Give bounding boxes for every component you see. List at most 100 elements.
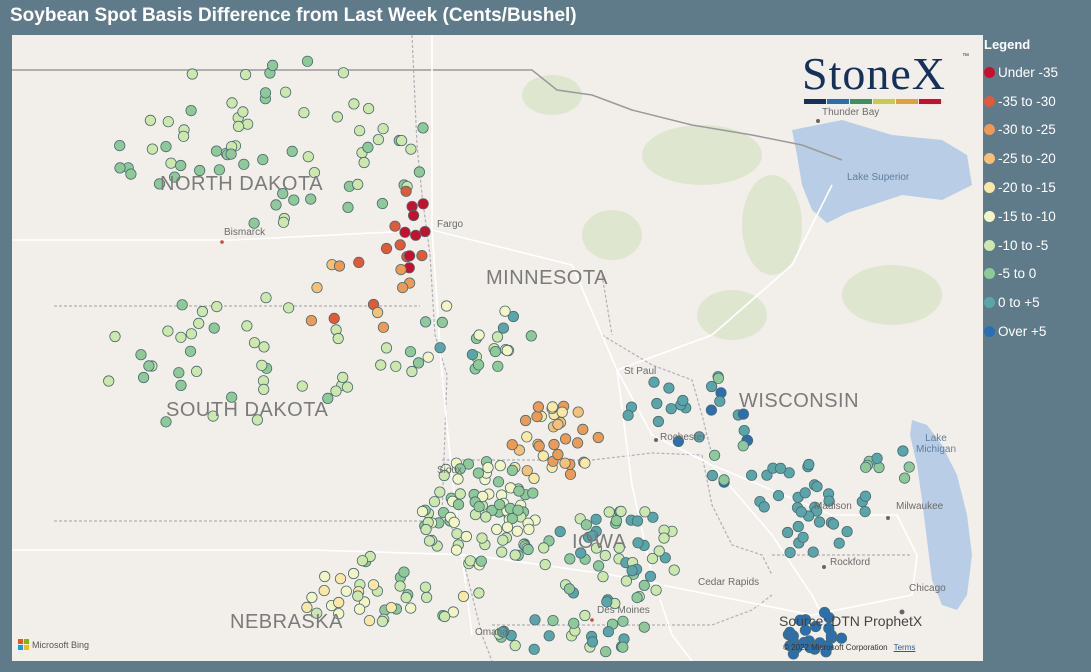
basis-point[interactable] (405, 602, 417, 614)
basis-point[interactable] (859, 490, 872, 502)
basis-point[interactable] (799, 624, 812, 636)
basis-point[interactable] (537, 450, 549, 462)
terms-link[interactable]: Terms (893, 643, 916, 652)
basis-point[interactable] (175, 379, 187, 391)
basis-point[interactable] (207, 410, 219, 422)
basis-point[interactable] (509, 549, 521, 561)
basis-point[interactable] (259, 87, 272, 99)
basis-point[interactable] (242, 118, 254, 130)
basis-point[interactable] (406, 365, 418, 378)
basis-point[interactable] (451, 528, 463, 540)
basis-point[interactable] (237, 106, 249, 118)
basis-point[interactable] (363, 614, 376, 627)
basis-point[interactable] (473, 501, 485, 513)
basis-point[interactable] (286, 145, 298, 158)
basis-point[interactable] (191, 365, 203, 377)
basis-point[interactable] (492, 476, 505, 488)
basis-point[interactable] (512, 504, 524, 516)
basis-point[interactable] (827, 518, 840, 530)
basis-point[interactable] (781, 526, 794, 539)
basis-point[interactable] (376, 615, 388, 628)
basis-point[interactable] (499, 305, 511, 317)
basis-point[interactable] (489, 345, 501, 358)
basis-point[interactable] (653, 545, 665, 557)
legend-item[interactable]: Under -35 (984, 58, 1089, 87)
basis-point[interactable] (436, 316, 448, 328)
basis-point[interactable] (631, 591, 643, 604)
basis-point[interactable] (423, 535, 436, 547)
basis-point[interactable] (718, 474, 730, 486)
basis-point[interactable] (434, 486, 446, 498)
basis-point[interactable] (213, 164, 225, 176)
basis-point[interactable] (556, 406, 568, 418)
basis-point[interactable] (811, 480, 823, 493)
basis-point[interactable] (160, 416, 172, 428)
basis-point[interactable] (419, 316, 432, 328)
basis-point[interactable] (169, 171, 181, 183)
basis-point[interactable] (859, 505, 871, 518)
basis-point[interactable] (615, 505, 627, 517)
basis-point[interactable] (475, 555, 487, 567)
basis-point[interactable] (491, 523, 503, 535)
basis-point[interactable] (143, 360, 155, 372)
basis-point[interactable] (240, 68, 252, 81)
basis-point[interactable] (590, 513, 602, 525)
basis-point[interactable] (860, 461, 872, 473)
basis-point[interactable] (165, 157, 177, 169)
basis-point[interactable] (438, 610, 451, 623)
basis-point[interactable] (507, 310, 519, 323)
basis-point[interactable] (506, 464, 518, 476)
basis-point[interactable] (428, 496, 441, 508)
basis-point[interactable] (814, 637, 826, 649)
basis-point[interactable] (288, 194, 300, 206)
basis-point[interactable] (296, 380, 308, 392)
basis-point[interactable] (597, 571, 609, 583)
basis-point[interactable] (784, 546, 796, 559)
basis-point[interactable] (305, 314, 317, 327)
basis-point[interactable] (529, 614, 541, 626)
basis-point[interactable] (511, 525, 523, 537)
basis-point[interactable] (337, 67, 349, 79)
basis-point[interactable] (476, 532, 488, 544)
basis-point[interactable] (579, 609, 591, 622)
basis-point[interactable] (394, 580, 406, 592)
basis-point[interactable] (362, 141, 374, 154)
basis-point[interactable] (599, 549, 611, 562)
basis-point[interactable] (564, 553, 576, 565)
basis-point[interactable] (367, 579, 380, 591)
basis-point[interactable] (417, 198, 429, 210)
basis-point[interactable] (410, 229, 422, 241)
basis-point[interactable] (208, 322, 220, 334)
basis-point[interactable] (610, 515, 623, 527)
basis-point[interactable] (538, 542, 550, 554)
basis-point[interactable] (162, 325, 174, 337)
basis-point[interactable] (352, 590, 364, 602)
basis-point[interactable] (523, 523, 535, 535)
basis-point[interactable] (175, 159, 187, 172)
basis-point[interactable] (162, 116, 174, 128)
basis-point[interactable] (600, 646, 612, 658)
basis-point[interactable] (440, 300, 453, 312)
basis-point[interactable] (898, 472, 911, 484)
basis-point[interactable] (248, 337, 261, 349)
basis-point[interactable] (447, 606, 459, 618)
basis-point[interactable] (810, 620, 822, 633)
basis-point[interactable] (497, 534, 509, 546)
basis-point[interactable] (375, 359, 387, 371)
basis-point[interactable] (572, 406, 584, 418)
basis-point[interactable] (153, 178, 166, 190)
basis-point[interactable] (665, 403, 677, 415)
basis-point[interactable] (592, 560, 605, 572)
basis-point[interactable] (257, 154, 269, 166)
basis-point[interactable] (330, 385, 342, 397)
basis-point[interactable] (226, 391, 238, 403)
basis-point[interactable] (795, 506, 807, 518)
basis-point[interactable] (160, 141, 172, 153)
basis-point[interactable] (477, 490, 489, 502)
basis-point[interactable] (521, 465, 533, 477)
basis-point[interactable] (248, 217, 260, 229)
basis-point[interactable] (454, 488, 466, 500)
basis-point[interactable] (417, 122, 429, 134)
basis-point[interactable] (575, 547, 587, 559)
basis-point[interactable] (270, 199, 282, 211)
